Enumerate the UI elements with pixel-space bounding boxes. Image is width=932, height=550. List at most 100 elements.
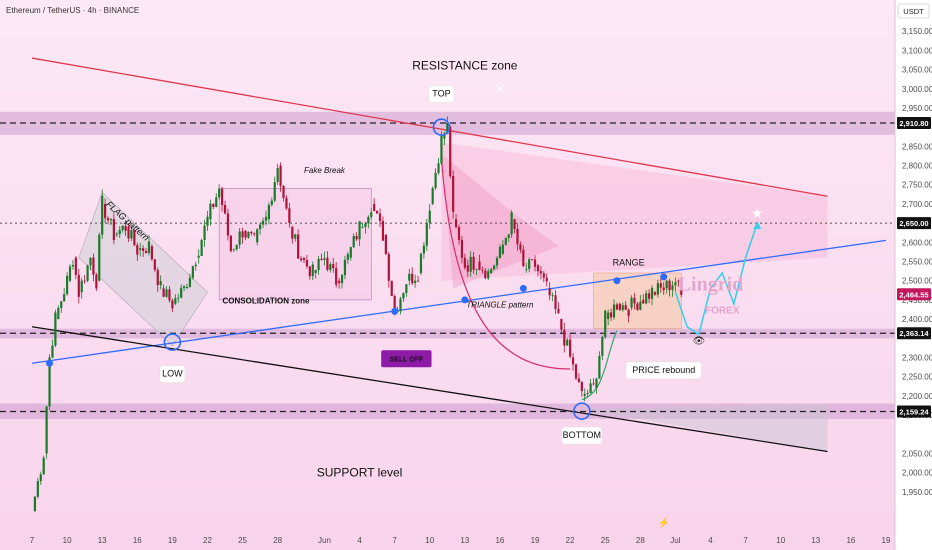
- candle-body: [648, 293, 651, 299]
- candle-body: [446, 123, 449, 134]
- candle-body: [419, 253, 423, 274]
- projection-path: [674, 222, 759, 336]
- candle-body: [188, 277, 192, 287]
- consolidation-box: [218, 188, 372, 301]
- candle-body: [182, 285, 186, 288]
- candle-body: [361, 226, 364, 228]
- x-tick-label: 16: [133, 536, 142, 545]
- candle-body: [95, 274, 98, 289]
- y-axis[interactable]: 3,150.00 3,100.00 3,050.00 3,000.00 2,950.00…: [897, 27, 932, 497]
- candle-body: [364, 223, 367, 227]
- annotation-label: RANGE: [613, 257, 645, 267]
- candle-body: [57, 307, 60, 320]
- candle-body: [376, 210, 379, 214]
- candle-body: [346, 254, 349, 260]
- candle-body: [378, 213, 382, 222]
- candle-body: [484, 270, 487, 279]
- label-box: [428, 85, 455, 103]
- candle-body: [54, 312, 57, 346]
- candle-body: [659, 283, 662, 288]
- candle-body: [554, 295, 557, 310]
- candle-body: [101, 195, 104, 235]
- candle-body: [235, 244, 238, 250]
- candle-body: [180, 287, 183, 298]
- candle-body: [279, 165, 282, 186]
- zone-band: [0, 328, 895, 339]
- candle-body: [650, 288, 654, 299]
- candle-body: [343, 259, 347, 276]
- candle-body: [478, 261, 481, 270]
- sell-off-arrow: [440, 157, 571, 370]
- candle-body: [77, 274, 80, 297]
- candle-body: [39, 474, 42, 482]
- candle-body: [645, 293, 648, 304]
- candle-body: [668, 280, 671, 291]
- price-badge-label: 2,650.00: [899, 219, 928, 228]
- touch-dot: [46, 359, 54, 367]
- candle-body: [598, 355, 601, 379]
- candle-body: [212, 203, 215, 207]
- candles-layer: [33, 116, 683, 513]
- candle-body: [533, 259, 537, 267]
- candle-body: [580, 381, 583, 391]
- candle-body: [115, 234, 118, 235]
- lightning-icon: ⚡: [657, 516, 669, 529]
- candle-body: [504, 237, 507, 245]
- price-badge-label: 2,363.14: [899, 329, 929, 338]
- watermark-brand: Lingrid: [678, 273, 744, 295]
- candle-body: [71, 264, 75, 267]
- price-axis-background: [895, 0, 932, 550]
- candle-body: [185, 286, 189, 289]
- candle-body: [487, 271, 490, 279]
- candle-body: [618, 303, 621, 310]
- candle-body: [206, 216, 209, 226]
- candle-body: [624, 305, 627, 310]
- candle-body: [492, 265, 496, 270]
- y-tick-label: 2,400.00: [902, 315, 932, 324]
- chart-title: Ethereum / TetherUS · 4h · BINANCE: [6, 6, 139, 15]
- candle-body: [320, 258, 323, 260]
- trendline: [31, 57, 828, 197]
- candle-body: [636, 303, 639, 310]
- candle-body: [355, 235, 358, 240]
- price-badge-label: 2,159.24: [899, 407, 929, 416]
- candle-body: [60, 301, 63, 308]
- candle-body: [194, 264, 197, 267]
- candle-body: [124, 225, 127, 231]
- candle-body: [440, 134, 443, 164]
- x-axis[interactable]: 7 10 13 16 19 22 25 28 Jun 4 7 10 13 16 19 22 25 28 Jul 4 7 1…: [30, 516, 891, 545]
- candle-body: [630, 297, 633, 308]
- candle-body: [680, 281, 683, 295]
- flag-pattern-box: [78, 191, 208, 347]
- candle-body: [153, 259, 156, 270]
- y-tick-label: 2,450.00: [902, 296, 932, 305]
- candle-body: [367, 216, 370, 224]
- candle-body: [633, 297, 636, 304]
- x-tick-label: 13: [460, 536, 469, 545]
- candle-body: [574, 364, 578, 379]
- y-tick-label: 3,150.00: [902, 27, 932, 36]
- candle-body: [326, 257, 329, 270]
- candle-body: [349, 247, 352, 258]
- x-tick-label: 13: [811, 536, 820, 545]
- candle-body: [332, 264, 335, 269]
- candle-body: [662, 287, 665, 291]
- candle-body: [495, 257, 499, 266]
- y-tick-label: 2,000.00: [902, 469, 932, 478]
- candle-body: [314, 269, 317, 274]
- price-badge: [897, 327, 931, 340]
- candle-body: [133, 230, 136, 246]
- candle-body: [501, 244, 504, 254]
- eye-icon: 👁: [692, 336, 705, 347]
- currency-badge[interactable]: [897, 3, 930, 19]
- candle-body: [414, 280, 417, 284]
- candle-body: [522, 249, 525, 267]
- candle-body: [317, 258, 320, 270]
- candle-body: [370, 212, 373, 217]
- candle-body: [340, 275, 344, 284]
- candle-body: [516, 228, 519, 245]
- candle-body: [203, 225, 206, 240]
- candle-body: [498, 246, 502, 258]
- candle-body: [329, 264, 332, 270]
- y-tick-label: 1,950.00: [902, 488, 932, 497]
